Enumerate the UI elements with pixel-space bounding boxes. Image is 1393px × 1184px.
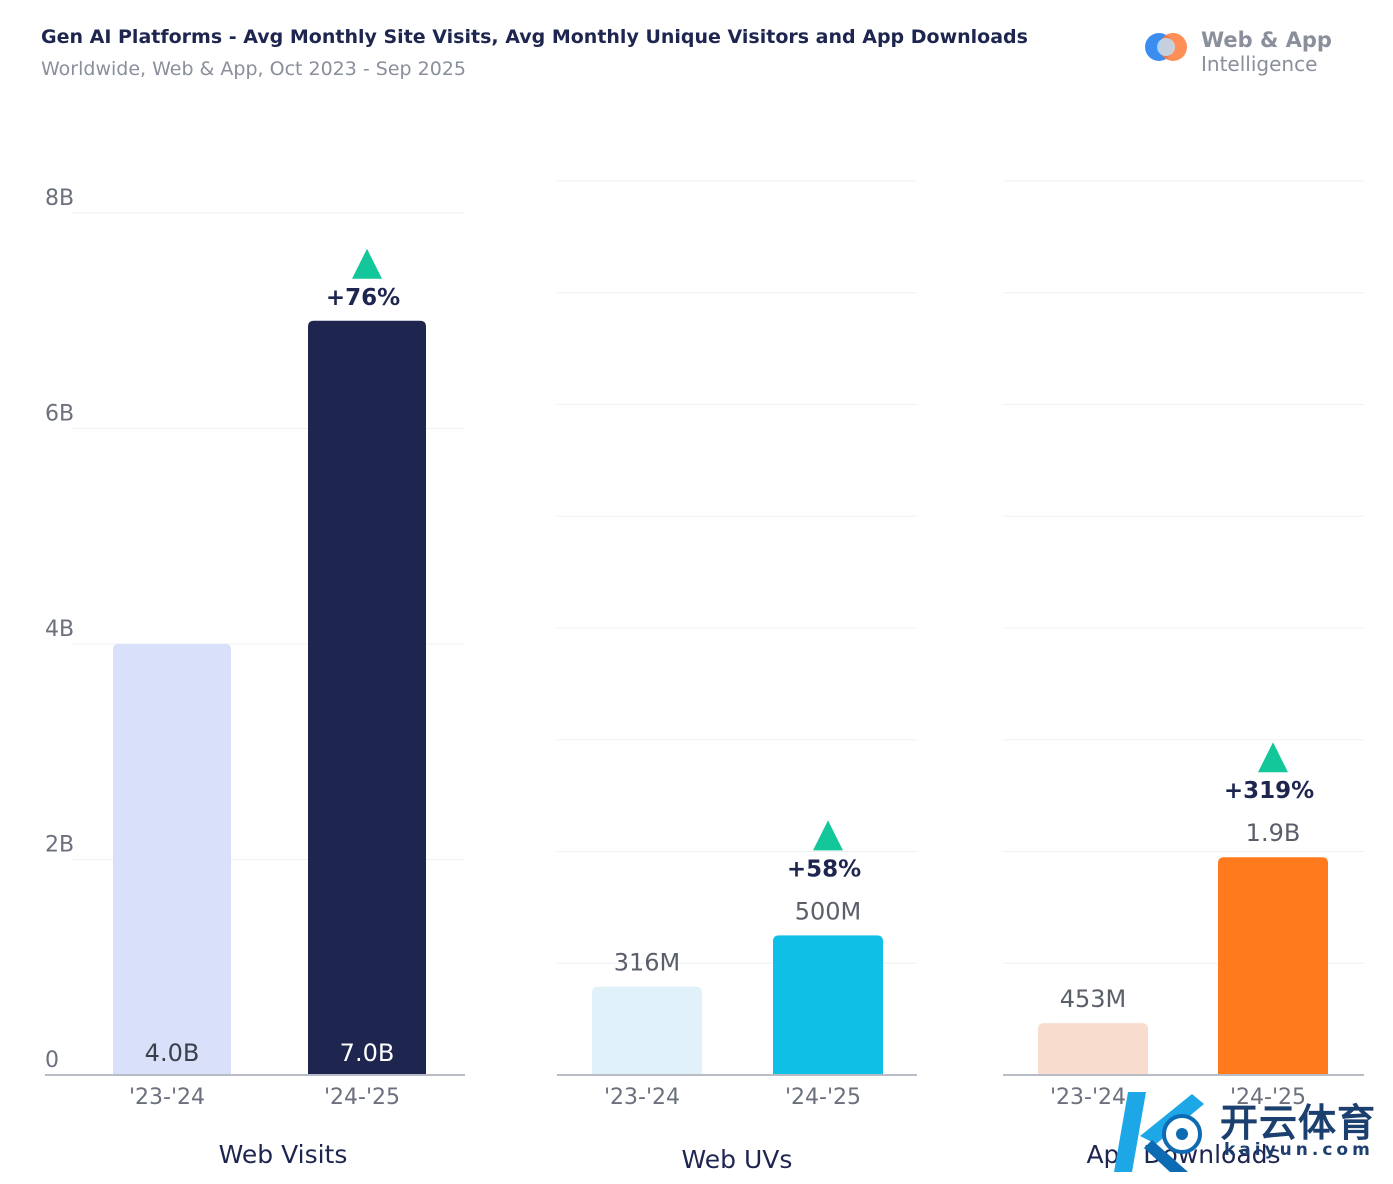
web-uvs-change-label: +58%: [787, 856, 861, 882]
app-downloads-x-tick-label: '24-'25: [1230, 1085, 1306, 1110]
web-uvs-bar: [773, 935, 883, 1075]
web-visits-y-tick-label: 2B: [45, 833, 74, 858]
kaiyun-watermark: 开云体育 kaiyun.com: [1100, 1080, 1390, 1180]
web-uvs-x-tick-label: '24-'25: [785, 1085, 861, 1110]
app-downloads-bar: [1218, 857, 1328, 1075]
app-downloads-bar: [1038, 1023, 1148, 1075]
web-uvs-value-label: 500M: [795, 897, 862, 925]
app-downloads-x-tick-label: '23-'24: [1050, 1085, 1126, 1110]
app-downloads-value-label: 1.9B: [1246, 819, 1301, 847]
web-uvs-value-label: 316M: [614, 949, 681, 977]
web-app-intelligence-logo: Web & App Intelligence: [1143, 28, 1343, 78]
web-visits-bar: [113, 644, 231, 1075]
web-visits-y-tick-label: 0: [45, 1048, 59, 1073]
web-visits-panel-label: Web Visits: [219, 1140, 348, 1169]
app-downloads-change-label: +319%: [1224, 778, 1314, 804]
logo-text-web-app: Web & App: [1201, 28, 1332, 52]
web-uvs-bar: [592, 986, 702, 1075]
chart-subtitle: Worldwide, Web & App, Oct 2023 - Sep 202…: [41, 58, 466, 80]
logo-text-intelligence: Intelligence: [1201, 52, 1318, 76]
watermark-url: kaiyun.com: [1224, 1140, 1374, 1160]
app-downloads-up-arrow-icon: [1258, 742, 1288, 773]
web-visits-x-tick-label: '24-'25: [324, 1085, 400, 1110]
web-visits-y-tick-label: 8B: [45, 186, 74, 211]
web-visits-value-label: 7.0B: [340, 1039, 395, 1067]
logo-icon: [1145, 33, 1187, 61]
web-visits-value-label: 4.0B: [145, 1039, 200, 1067]
web-uvs-x-tick-label: '23-'24: [604, 1085, 680, 1110]
watermark-brand-text: 开云体育: [1220, 1101, 1377, 1145]
watermark-k-logo-icon: [1114, 1092, 1204, 1172]
web-uvs-up-arrow-icon: [813, 820, 843, 851]
web-visits-y-tick-label: 6B: [45, 402, 74, 427]
web-visits-bar: [308, 320, 426, 1075]
web-uvs-panel-label: Web UVs: [682, 1145, 793, 1174]
web-visits-y-tick-label: 4B: [45, 617, 74, 642]
app-downloads-value-label: 453M: [1060, 985, 1127, 1013]
web-visits-x-tick-label: '23-'24: [129, 1085, 205, 1110]
web-visits-up-arrow-icon: [352, 248, 382, 279]
chart-title: Gen AI Platforms - Avg Monthly Site Visi…: [41, 26, 1028, 48]
web-visits-change-label: +76%: [326, 285, 400, 311]
